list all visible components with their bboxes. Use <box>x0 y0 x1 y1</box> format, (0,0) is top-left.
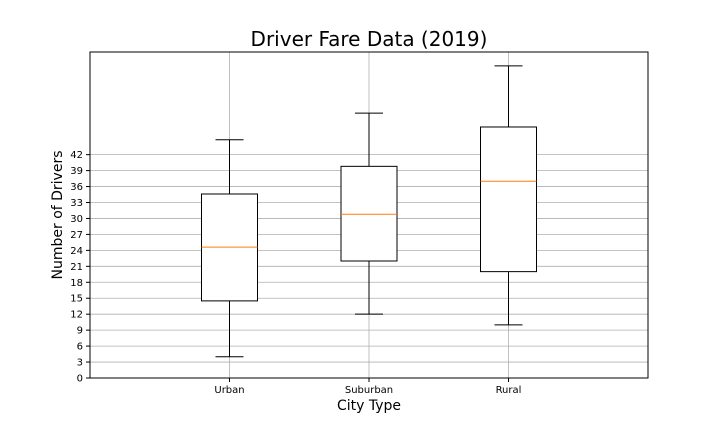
y-tick-label: 42 <box>70 150 83 161</box>
y-tick-label: 12 <box>70 310 83 321</box>
box-suburban <box>340 112 398 315</box>
y-tick-label: 30 <box>70 214 83 225</box>
x-axis-label: City Type <box>337 398 401 414</box>
y-tick-label: 9 <box>77 326 83 337</box>
y-tick-label: 3 <box>77 358 83 369</box>
y-tick-label: 21 <box>70 262 83 273</box>
y-tick-label: 24 <box>70 246 83 257</box>
chart-title: Driver Fare Data (2019) <box>251 27 488 51</box>
interquartile-box <box>480 126 537 273</box>
y-tick-label: 15 <box>70 294 83 305</box>
y-tick-label: 27 <box>70 230 83 241</box>
y-tick-label: 39 <box>70 166 83 177</box>
y-tick-label: 0 <box>77 374 83 385</box>
y-tick-label: 33 <box>70 198 83 209</box>
interquartile-box <box>340 165 398 262</box>
y-tick-label: 6 <box>77 342 83 353</box>
y-axis-label: Number of Drivers <box>50 150 66 279</box>
box-layer <box>201 65 537 358</box>
x-tick-label: Rural <box>496 385 522 396</box>
y-tick-label: 36 <box>70 182 83 193</box>
x-tick-label: Suburban <box>345 385 393 396</box>
x-tick-label: Urban <box>214 385 244 396</box>
box-rural <box>480 65 537 326</box>
box-urban <box>201 139 258 358</box>
y-tick-label: 18 <box>70 278 83 289</box>
